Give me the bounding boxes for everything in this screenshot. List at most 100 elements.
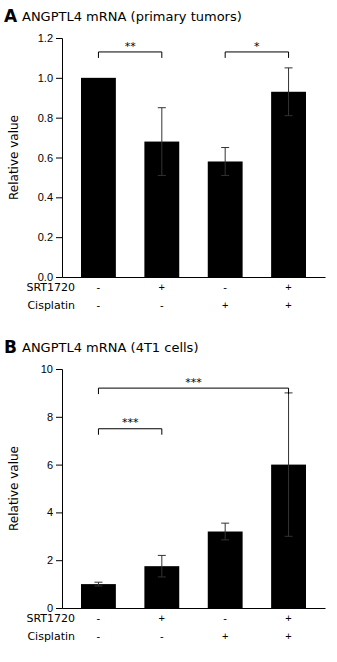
error-bar [94, 582, 102, 586]
x-axis: - - + + [97, 299, 292, 311]
x-tick: - [160, 630, 164, 642]
x-tick-label: + [159, 281, 165, 293]
x-tick-label: - [97, 630, 101, 642]
error-bar-line [285, 68, 293, 116]
y-tick-label: 10 [41, 363, 53, 375]
y-tick-mark [56, 38, 62, 39]
x-tick-label: - [97, 281, 101, 293]
x-axis-line [63, 277, 326, 278]
y-tick-label: 0.2 [38, 231, 53, 243]
x-tick: + [285, 630, 291, 642]
y-tick: 2 [47, 554, 62, 566]
x-tick-label: + [222, 299, 228, 311]
y-tick-mark [56, 237, 62, 238]
y-tick-label: 2 [47, 554, 53, 566]
y-tick-label: 4 [47, 506, 53, 518]
error-bar-line [158, 555, 166, 577]
y-axis: 0246810 [41, 363, 63, 614]
y-tick-label: 0.4 [38, 191, 53, 203]
y-tick-mark [56, 465, 62, 466]
y-axis: 0.00.20.40.60.81.01.2 [38, 32, 63, 283]
y-tick-label: 0.8 [38, 112, 53, 124]
y-axis-title: Relative value [7, 446, 21, 531]
y-tick: 0.4 [38, 191, 62, 203]
plot: 0.00.20.40.60.81.01.2Relative value-+-+S… [7, 32, 326, 312]
x-tick-label: + [285, 630, 291, 642]
y-tick: 0.6 [38, 152, 62, 164]
bar [208, 161, 243, 277]
y-tick-mark [56, 417, 62, 418]
x-tick: - [97, 299, 101, 311]
y-axis-line [56, 370, 63, 609]
panel: AANGPTL4 mRNA (primary tumors)0.00.20.40… [4, 6, 326, 312]
y-tick-mark [56, 560, 62, 561]
x-tick: + [222, 630, 228, 642]
error-bar [285, 393, 293, 536]
row-label: SRT1720 [26, 612, 75, 625]
x-tick: - [160, 299, 164, 311]
row-label: SRT1720 [26, 281, 75, 294]
row-label: Cisplatin [27, 630, 75, 643]
x-tick-label: - [97, 299, 101, 311]
y-tick-mark [56, 608, 62, 609]
y-tick: 1.0 [38, 72, 62, 84]
x-tick: + [285, 281, 291, 293]
title: ANGPTL4 mRNA (4T1 cells) [22, 340, 198, 355]
significance-bracket [225, 52, 288, 58]
error-bar [158, 555, 166, 577]
y-tick: 4 [47, 506, 62, 518]
error-bar-line [158, 108, 166, 176]
y-tick: 1.2 [38, 32, 62, 44]
significance-bracket [98, 388, 288, 394]
x-tick: - [97, 612, 101, 624]
y-tick-label: 1.2 [38, 32, 53, 44]
panel: BANGPTL4 mRNA (4T1 cells)0246810Relative… [4, 337, 326, 643]
x-axis-line [63, 608, 326, 609]
marks [81, 68, 306, 277]
y-tick-label: 8 [47, 411, 53, 423]
error-bar [221, 148, 229, 176]
x-tick-label: - [160, 299, 164, 311]
panel-label: A [4, 6, 18, 26]
error-bar [221, 523, 229, 540]
bar [208, 532, 243, 608]
x-tick-label: - [160, 630, 164, 642]
bar [81, 584, 116, 608]
x-tick: - [223, 612, 227, 624]
x-axis: - + - + [63, 278, 326, 293]
y-tick: 0.8 [38, 112, 62, 124]
y-tick-label: 0.6 [38, 152, 53, 164]
x-tick-label: - [223, 612, 227, 624]
y-tick-mark [56, 118, 62, 119]
error-bar-line [285, 393, 293, 536]
x-tick: + [159, 612, 165, 624]
x-tick-label: + [159, 612, 165, 624]
significance-bracket [98, 429, 161, 435]
x-tick: - [223, 281, 227, 293]
significance-bracket [98, 52, 161, 58]
y-tick-mark [56, 197, 62, 198]
bar [271, 92, 306, 277]
y-tick-mark [56, 78, 62, 79]
x-tick-label: + [285, 281, 291, 293]
figure: AANGPTL4 mRNA (primary tumors)0.00.20.40… [0, 0, 337, 662]
x-tick-label: + [285, 299, 291, 311]
y-tick-mark [56, 277, 62, 278]
bar [81, 78, 116, 277]
y-tick-mark [56, 158, 62, 159]
row-label: Cisplatin [27, 299, 75, 312]
x-tick: + [159, 281, 165, 293]
error-bar [158, 108, 166, 176]
x-tick-label: - [97, 612, 101, 624]
x-axis: - - + + [97, 630, 292, 642]
y-tick-label: 1.0 [38, 72, 53, 84]
y-tick-label: 6 [47, 459, 53, 471]
y-tick: 0.2 [38, 231, 62, 243]
x-tick: - [97, 630, 101, 642]
error-bar-line [94, 582, 102, 586]
y-axis-line [56, 39, 63, 278]
y-tick: 10 [41, 363, 62, 375]
x-tick-label: + [285, 612, 291, 624]
y-axis-title: Relative value [7, 115, 21, 200]
x-tick-label: - [223, 281, 227, 293]
